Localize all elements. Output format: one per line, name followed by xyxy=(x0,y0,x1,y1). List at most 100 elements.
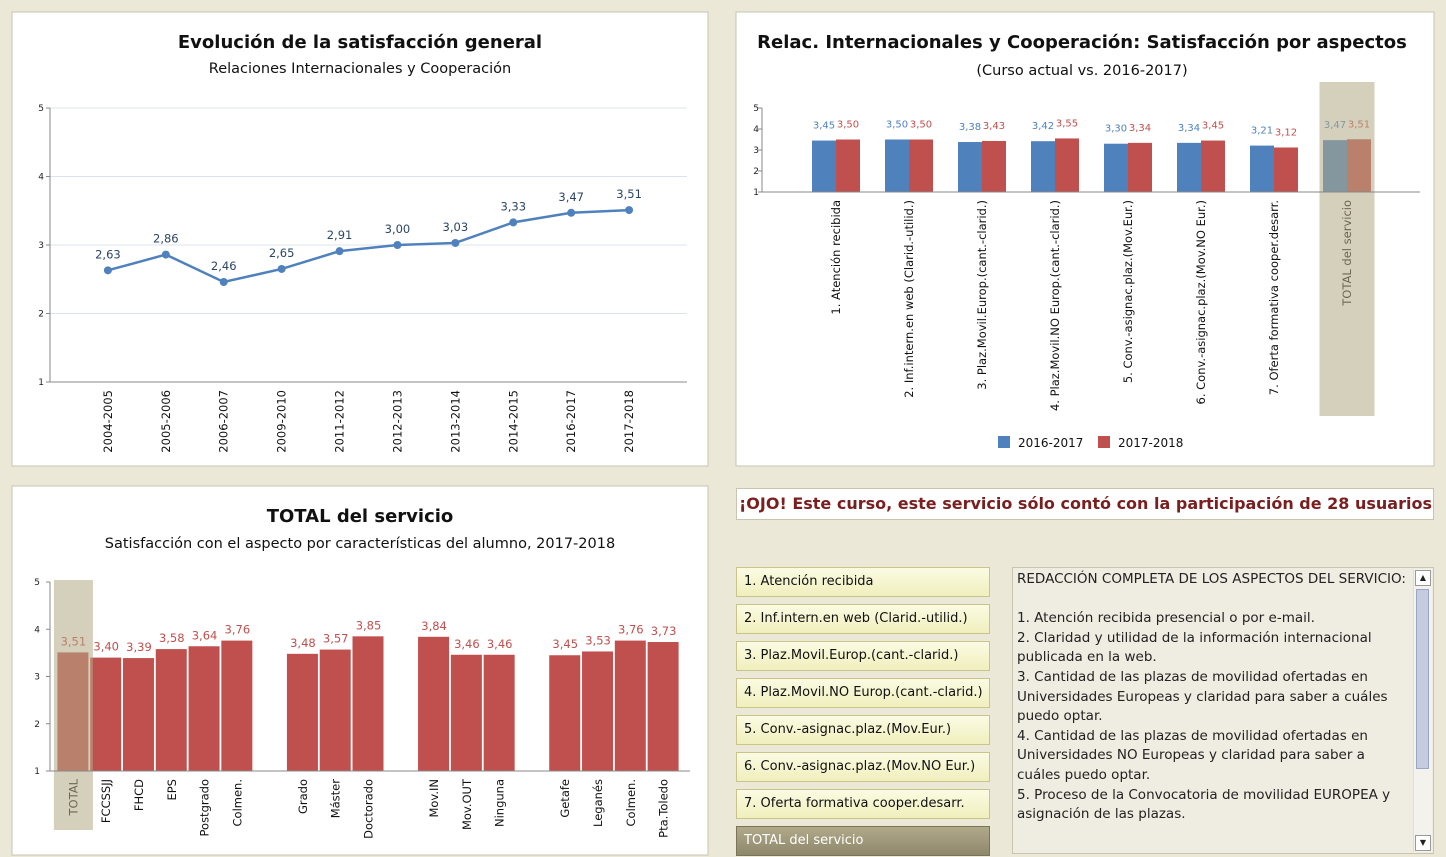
bar xyxy=(982,140,1006,192)
aspect-button[interactable]: 4. Plaz.Movil.NO Europ.(cant.-clarid.) xyxy=(736,678,990,708)
x-tick-label: 2. Inf.intern.en web (Clarid.-utilid.) xyxy=(902,200,916,398)
aspect-button[interactable]: 5. Conv.-asignac.plaz.(Mov.Eur.) xyxy=(736,715,990,745)
x-tick-label: Getafe xyxy=(558,779,572,818)
chart-subtitle: (Curso actual vs. 2016-2017) xyxy=(976,63,1187,79)
value-label: 3,34 xyxy=(1178,123,1200,134)
value-label: 3,84 xyxy=(421,619,447,633)
x-tick-label: Colmen. xyxy=(624,779,638,826)
bar xyxy=(1274,147,1298,192)
bar xyxy=(582,651,614,771)
value-label: 3,47 xyxy=(558,190,584,204)
value-label: 3,76 xyxy=(225,623,251,637)
bar xyxy=(614,640,646,771)
y-tick-label: 1 xyxy=(753,188,759,198)
point xyxy=(161,250,170,259)
value-label: 3,53 xyxy=(585,633,611,647)
value-label: 3,30 xyxy=(1105,124,1127,135)
y-tick-label: 5 xyxy=(753,104,759,114)
aspect-button[interactable]: 2. Inf.intern.en web (Clarid.-utilid.) xyxy=(736,604,990,634)
x-tick-label: 2009-2010 xyxy=(275,390,289,453)
panel-item: 1. Atención recibida presencial o por e-… xyxy=(1017,610,1315,627)
scroll-down[interactable]: ▼ xyxy=(1415,835,1431,851)
point xyxy=(509,218,518,227)
x-tick-label: 2017-2018 xyxy=(622,390,636,453)
panel-item: 5. Proceso de la Convocatoria de movilid… xyxy=(1017,786,1391,823)
x-tick-label: 2013-2014 xyxy=(448,390,462,453)
value-label: 3,46 xyxy=(487,637,513,651)
value-label: 3,33 xyxy=(500,199,526,213)
panel-item: 3. Cantidad de las plazas de movilidad o… xyxy=(1017,668,1388,725)
bar xyxy=(188,646,220,771)
text-content: REDACCIÓN COMPLETA DE LOS ASPECTOS DEL S… xyxy=(1017,570,1407,825)
x-tick-label: 2011-2012 xyxy=(333,390,347,453)
bar xyxy=(319,649,351,771)
panel-item: 2. Claridad y utilidad de la información… xyxy=(1017,629,1372,666)
bar xyxy=(1177,142,1201,192)
chart-title: Evolución de la satisfacción general xyxy=(178,32,542,53)
x-tick-label: EPS xyxy=(165,779,179,801)
legend-label: 2016-2017 xyxy=(1018,436,1083,450)
bar xyxy=(958,142,982,192)
x-tick-label: Postgrado xyxy=(198,779,212,836)
x-tick-label: 5. Conv.-asignac.plaz.(Mov.Eur.) xyxy=(1121,200,1135,383)
value-label: 2,46 xyxy=(211,259,237,273)
value-label: 3,58 xyxy=(159,631,185,645)
bar xyxy=(90,657,122,771)
y-tick-label: 3 xyxy=(753,146,759,156)
aspect-button[interactable]: 1. Atención recibida xyxy=(736,567,990,597)
panel-heading: REDACCIÓN COMPLETA DE LOS ASPECTOS DEL S… xyxy=(1017,571,1406,587)
value-label: 3,76 xyxy=(618,623,644,637)
y-tick-label: 2 xyxy=(34,720,40,730)
bar xyxy=(221,640,253,771)
value-label: 3,34 xyxy=(1129,123,1151,134)
bar xyxy=(1128,142,1152,192)
aspect-button[interactable]: 6. Conv.-asignac.plaz.(Mov.NO Eur.) xyxy=(736,752,990,782)
x-tick-label: Pta.Toledo xyxy=(657,779,671,838)
value-label: 3,39 xyxy=(126,640,152,654)
y-tick-label: 2 xyxy=(753,167,759,177)
x-tick-label: Grado xyxy=(296,779,310,814)
bar xyxy=(1055,138,1079,192)
value-label: 3,42 xyxy=(1032,121,1054,132)
bar xyxy=(483,654,515,771)
line xyxy=(107,208,630,284)
x-tick-label: 3. Plaz.Movil.Europ.(cant.-clarid.) xyxy=(975,200,989,390)
x-tick-label: 2014-2015 xyxy=(506,390,520,453)
value-label: 3,12 xyxy=(1275,127,1297,138)
bar xyxy=(909,139,933,192)
value-label: 3,21 xyxy=(1251,126,1273,137)
text-panel: REDACCIÓN COMPLETA DE LOS ASPECTOS DEL S… xyxy=(1012,567,1434,854)
aspect-button[interactable]: 7. Oferta formativa cooper.desarr. xyxy=(736,789,990,819)
value-label: 3,45 xyxy=(813,121,835,132)
value-label: 2,91 xyxy=(327,228,353,242)
chart-subtitle: Relaciones Internacionales y Cooperación xyxy=(209,61,511,77)
chart-subtitle: Satisfacción con el aspecto por caracter… xyxy=(105,536,615,552)
chart-panel xyxy=(11,11,709,467)
aspect-button[interactable]: TOTAL del servicio xyxy=(736,826,990,856)
chart-title: Relac. Internacionales y Cooperación: Sa… xyxy=(757,32,1407,53)
scroll-thumb[interactable] xyxy=(1416,589,1429,769)
x-tick-label: Mov.OUT xyxy=(460,778,474,830)
scroll-up[interactable]: ▲ xyxy=(1415,570,1431,586)
x-tick-label: 2004-2005 xyxy=(101,390,115,453)
x-tick-label: Colmen. xyxy=(230,779,244,826)
bar xyxy=(1031,141,1055,192)
point xyxy=(335,247,344,256)
chart-title: TOTAL del servicio xyxy=(267,506,454,527)
x-tick-label: Máster xyxy=(329,779,343,819)
y-tick-label: 2 xyxy=(38,310,44,320)
y-tick-label: 3 xyxy=(38,241,44,251)
bar xyxy=(1104,143,1128,192)
x-tick-label: 7. Oferta formativa cooper.desarr. xyxy=(1267,200,1281,395)
scrollbar[interactable]: ▲ ▼ xyxy=(1413,569,1432,852)
value-label: 3,38 xyxy=(959,122,981,133)
bar xyxy=(1201,140,1225,192)
value-label: 3,50 xyxy=(910,120,932,131)
value-label: 3,50 xyxy=(886,120,908,131)
bar xyxy=(122,658,154,771)
aspect-button[interactable]: 3. Plaz.Movil.Europ.(cant.-clarid.) xyxy=(736,641,990,671)
value-label: 3,55 xyxy=(1056,118,1078,129)
y-tick-label: 5 xyxy=(34,578,40,588)
